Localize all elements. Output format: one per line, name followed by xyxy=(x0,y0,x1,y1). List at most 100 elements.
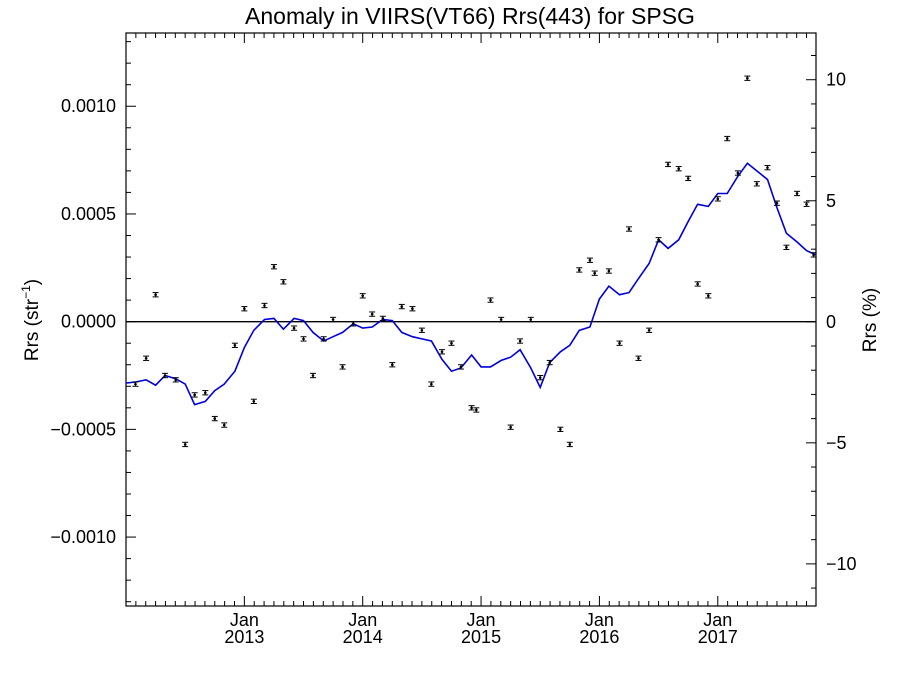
smoothed-anomaly-line xyxy=(125,162,817,406)
point-marker xyxy=(812,253,815,257)
anomaly-point xyxy=(280,279,287,285)
point-marker xyxy=(292,326,296,330)
point-marker xyxy=(331,318,335,321)
anomaly-point xyxy=(439,349,446,355)
point-marker xyxy=(736,171,740,175)
point-marker xyxy=(538,376,542,379)
x-tick-label-year: 2014 xyxy=(343,627,383,647)
anomaly-point xyxy=(586,257,593,263)
x-tick-label-month: Jan xyxy=(585,610,614,630)
anomaly-point xyxy=(231,342,238,349)
y-axis-left-ticks: 0.0010 0.0005 0.0000 −0.0005 −0.0010 xyxy=(50,41,136,603)
anomaly-point xyxy=(320,336,327,342)
point-marker xyxy=(302,337,305,341)
anomaly-point xyxy=(487,297,494,303)
point-marker xyxy=(263,304,266,307)
point-marker xyxy=(154,293,157,297)
point-marker xyxy=(322,337,325,341)
anomaly-point xyxy=(143,355,150,361)
anomaly-point xyxy=(576,267,583,273)
point-marker xyxy=(411,307,414,311)
point-marker xyxy=(577,268,581,272)
anomaly-point xyxy=(546,359,553,366)
anomaly-point xyxy=(566,441,573,448)
point-marker xyxy=(341,365,344,369)
point-marker xyxy=(222,423,226,427)
y-axis-right-ticks: 10 5 0 −5 −10 xyxy=(806,55,857,589)
anomaly-point xyxy=(428,381,435,387)
anomaly-points-layer xyxy=(132,75,817,448)
point-marker xyxy=(559,428,562,431)
anomaly-point xyxy=(261,302,268,309)
y-tick-label: −0.0005 xyxy=(50,419,116,439)
anomaly-point xyxy=(172,377,179,383)
anomaly-point xyxy=(330,316,337,323)
anomaly-point xyxy=(773,200,780,206)
anomaly-point xyxy=(241,306,248,312)
y-axis-right-title: Rrs (%) xyxy=(860,288,881,352)
point-marker xyxy=(686,177,690,180)
smoothed-anomaly-line-layer xyxy=(125,162,817,406)
point-marker xyxy=(282,280,285,284)
anomaly-point xyxy=(626,226,633,232)
point-marker xyxy=(203,391,207,395)
anomaly-point xyxy=(418,327,425,333)
point-marker xyxy=(272,265,276,269)
anomaly-point xyxy=(646,327,653,333)
y-tick-label: −0.0010 xyxy=(50,527,116,547)
anomaly-point xyxy=(339,364,346,370)
anomaly-point xyxy=(389,362,396,368)
anomaly-point xyxy=(300,336,307,342)
point-marker xyxy=(440,350,444,354)
y2-tick-label: −10 xyxy=(826,554,857,574)
point-marker xyxy=(706,294,710,298)
anomaly-point xyxy=(359,293,366,299)
point-marker xyxy=(529,318,533,321)
point-marker xyxy=(390,363,394,367)
point-marker xyxy=(627,227,631,231)
point-marker xyxy=(607,269,611,273)
point-marker xyxy=(174,378,178,382)
anomaly-point xyxy=(309,372,316,379)
point-marker xyxy=(548,361,552,364)
anomaly-point xyxy=(448,340,455,346)
point-marker xyxy=(509,425,512,429)
point-marker xyxy=(716,197,720,201)
point-marker xyxy=(243,307,246,311)
anomaly-point xyxy=(665,161,672,168)
anomaly-point xyxy=(557,426,564,433)
point-marker xyxy=(381,317,385,320)
anomaly-point xyxy=(152,292,159,298)
x-tick-label-month: Jan xyxy=(467,610,496,630)
y-tick-label: 0.0005 xyxy=(61,204,116,224)
point-marker xyxy=(311,374,315,377)
point-marker xyxy=(420,328,424,332)
y-tick-label: 0.0000 xyxy=(61,312,116,332)
anomaly-point xyxy=(250,398,257,405)
plot-frame xyxy=(125,32,817,607)
anomaly-point xyxy=(714,196,721,202)
y2-tick-label: 5 xyxy=(826,191,836,211)
anomaly-point xyxy=(473,407,480,413)
anomaly-point xyxy=(398,303,405,310)
point-marker xyxy=(361,294,365,298)
point-marker xyxy=(637,356,640,360)
anomaly-point xyxy=(705,293,712,299)
point-marker xyxy=(657,238,660,242)
anomaly-point xyxy=(191,392,198,398)
point-marker xyxy=(430,382,433,386)
anomaly-point xyxy=(527,316,534,323)
point-marker xyxy=(459,365,463,369)
x-tick-label-month: Jan xyxy=(348,610,377,630)
anomaly-point xyxy=(591,270,598,276)
anomaly-point xyxy=(409,306,416,312)
anomaly-point xyxy=(211,415,218,422)
chart-title: Anomaly in VIIRS(VT66) Rrs(443) for SPSG xyxy=(245,3,695,29)
anomaly-point xyxy=(655,237,662,243)
point-marker xyxy=(351,322,355,326)
anomaly-point xyxy=(270,264,277,270)
y-axis-left-title: Rrs (str−1) xyxy=(19,279,43,361)
point-marker xyxy=(766,166,769,169)
anomaly-point xyxy=(468,405,475,411)
